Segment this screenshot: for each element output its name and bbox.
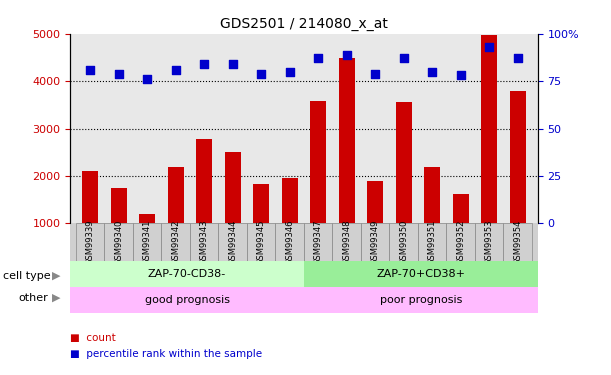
Point bbox=[485, 44, 494, 50]
Bar bbox=[418, 224, 447, 261]
Point bbox=[285, 69, 295, 75]
Bar bbox=[76, 224, 104, 261]
Bar bbox=[104, 224, 133, 261]
Text: cell type: cell type bbox=[3, 271, 51, 280]
Text: GSM99354: GSM99354 bbox=[513, 220, 522, 265]
Point bbox=[456, 72, 466, 78]
Bar bbox=[70, 287, 304, 313]
Bar bbox=[425, 168, 440, 224]
Point bbox=[171, 67, 181, 73]
Bar bbox=[503, 224, 532, 261]
Bar bbox=[367, 181, 383, 224]
Point bbox=[114, 70, 123, 76]
Bar bbox=[475, 224, 503, 261]
Bar bbox=[219, 224, 247, 261]
Text: good prognosis: good prognosis bbox=[145, 295, 230, 305]
Bar bbox=[361, 224, 389, 261]
Bar bbox=[453, 194, 469, 224]
Bar bbox=[190, 224, 219, 261]
Bar bbox=[339, 58, 354, 223]
Bar bbox=[447, 224, 475, 261]
Text: GSM99343: GSM99343 bbox=[200, 220, 209, 265]
Bar bbox=[282, 178, 298, 224]
Bar bbox=[70, 261, 304, 287]
Bar bbox=[82, 171, 98, 224]
Text: GSM99352: GSM99352 bbox=[456, 220, 465, 265]
Bar bbox=[196, 139, 212, 224]
Text: GSM99348: GSM99348 bbox=[342, 220, 351, 265]
Point bbox=[257, 70, 266, 76]
Bar bbox=[133, 224, 161, 261]
Bar bbox=[510, 91, 525, 224]
Text: ▶: ▶ bbox=[52, 293, 60, 303]
Point bbox=[199, 61, 209, 67]
Text: GSM99344: GSM99344 bbox=[229, 220, 237, 265]
Point bbox=[228, 61, 238, 67]
Bar bbox=[168, 166, 183, 224]
Bar bbox=[161, 224, 190, 261]
Point bbox=[86, 67, 95, 73]
Bar bbox=[304, 287, 538, 313]
Text: ■  percentile rank within the sample: ■ percentile rank within the sample bbox=[70, 350, 262, 359]
Text: GSM99341: GSM99341 bbox=[143, 220, 152, 265]
Text: poor prognosis: poor prognosis bbox=[379, 295, 462, 305]
Bar bbox=[225, 152, 241, 224]
Point bbox=[313, 56, 323, 62]
Bar bbox=[276, 224, 304, 261]
Text: GSM99339: GSM99339 bbox=[86, 220, 95, 265]
Text: GSM99350: GSM99350 bbox=[399, 220, 408, 265]
Text: GSM99347: GSM99347 bbox=[313, 220, 323, 265]
Text: GSM99349: GSM99349 bbox=[371, 220, 379, 265]
Point bbox=[427, 69, 437, 75]
Bar bbox=[304, 261, 538, 287]
Text: ▶: ▶ bbox=[52, 271, 60, 280]
Bar bbox=[304, 224, 332, 261]
Text: GSM99351: GSM99351 bbox=[428, 220, 437, 265]
Point bbox=[399, 56, 409, 62]
Text: GSM99346: GSM99346 bbox=[285, 220, 295, 265]
Bar bbox=[332, 224, 361, 261]
Text: GSM99353: GSM99353 bbox=[485, 220, 494, 265]
Text: GSM99345: GSM99345 bbox=[257, 220, 266, 265]
Text: ■  count: ■ count bbox=[70, 333, 116, 342]
Text: GSM99340: GSM99340 bbox=[114, 220, 123, 265]
Bar bbox=[310, 101, 326, 224]
Bar bbox=[389, 224, 418, 261]
Text: GSM99342: GSM99342 bbox=[171, 220, 180, 265]
Text: ZAP-70+CD38+: ZAP-70+CD38+ bbox=[376, 269, 466, 279]
Text: ZAP-70-CD38-: ZAP-70-CD38- bbox=[148, 269, 226, 279]
Bar bbox=[396, 102, 412, 224]
Text: other: other bbox=[18, 293, 48, 303]
Title: GDS2501 / 214080_x_at: GDS2501 / 214080_x_at bbox=[220, 17, 388, 32]
Bar bbox=[111, 188, 126, 224]
Point bbox=[342, 52, 351, 58]
Bar bbox=[254, 184, 269, 224]
Bar bbox=[247, 224, 276, 261]
Point bbox=[370, 70, 380, 76]
Point bbox=[513, 56, 522, 62]
Bar bbox=[481, 35, 497, 224]
Bar bbox=[139, 214, 155, 223]
Point bbox=[142, 76, 152, 82]
